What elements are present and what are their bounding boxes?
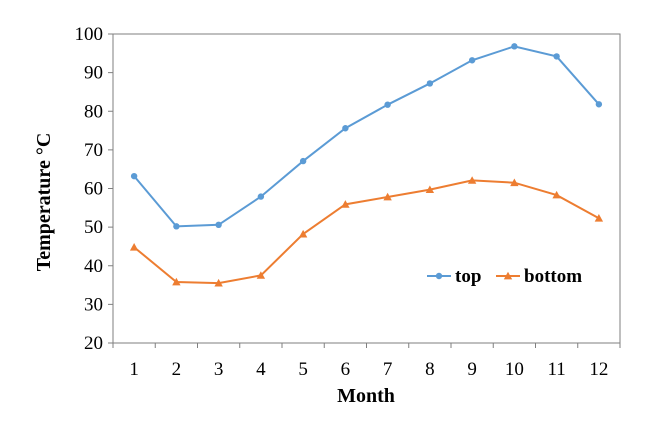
x-tick-label: 9 bbox=[467, 359, 477, 380]
data-point-bottom bbox=[425, 185, 435, 194]
y-tick-label: 20 bbox=[84, 333, 103, 354]
data-point-bottom bbox=[341, 200, 350, 208]
y-tick-label: 80 bbox=[84, 101, 103, 122]
legend-marker-top bbox=[435, 272, 443, 280]
series-line-top bbox=[133, 45, 600, 228]
x-axis: 1 2 3 4 5 6 7 8 9 10 11 12 bbox=[112, 343, 621, 380]
y-tick-label: 60 bbox=[84, 179, 103, 200]
y-tick-label: 70 bbox=[84, 140, 103, 161]
y-tick-label: 100 bbox=[75, 24, 104, 45]
x-tick-label: 10 bbox=[505, 359, 524, 380]
data-point-top bbox=[257, 193, 265, 200]
x-tick-label: 7 bbox=[383, 359, 393, 380]
data-point-top bbox=[426, 80, 434, 87]
data-point-top bbox=[173, 223, 180, 230]
data-point-bottom bbox=[129, 243, 139, 251]
legend: top bottom bbox=[427, 266, 582, 287]
series-line-bottom bbox=[133, 179, 600, 285]
data-point-top bbox=[299, 157, 307, 165]
data-point-top bbox=[130, 172, 138, 180]
x-tick-label: 8 bbox=[425, 359, 435, 380]
data-point-top bbox=[342, 125, 349, 132]
y-axis-title: Temperature °C bbox=[33, 133, 55, 272]
data-point-bottom bbox=[594, 214, 604, 222]
data-point-top bbox=[468, 57, 476, 64]
x-tick-label: 2 bbox=[172, 359, 182, 380]
y-tick-label: 50 bbox=[84, 217, 103, 238]
data-point-top bbox=[511, 43, 518, 50]
data-point-top bbox=[595, 101, 603, 108]
data-point-bottom bbox=[256, 271, 266, 279]
y-tick-label: 90 bbox=[84, 63, 103, 84]
data-point-bottom bbox=[298, 229, 308, 238]
legend-item-bottom: bottom bbox=[496, 266, 582, 287]
x-tick-label: 12 bbox=[589, 359, 608, 380]
legend-marker-bottom bbox=[503, 271, 513, 280]
data-point-bottom bbox=[510, 178, 519, 187]
y-tick-label: 40 bbox=[84, 256, 103, 277]
x-tick-label: 4 bbox=[256, 359, 266, 380]
legend-label-top: top bbox=[455, 266, 481, 287]
data-point-top bbox=[215, 221, 222, 229]
x-tick-label: 1 bbox=[129, 359, 139, 380]
series-top bbox=[130, 43, 603, 230]
data-point-bottom bbox=[172, 277, 181, 286]
x-tick-label: 11 bbox=[547, 359, 565, 380]
y-axis: 20 30 40 50 60 70 80 90 100 bbox=[75, 24, 113, 354]
series-bottom bbox=[129, 176, 604, 287]
data-point-bottom bbox=[214, 278, 223, 287]
series-layer bbox=[129, 43, 604, 287]
data-point-bottom bbox=[383, 192, 392, 201]
data-point-bottom bbox=[552, 190, 561, 199]
data-point-top bbox=[553, 53, 560, 60]
y-tick-label: 30 bbox=[84, 294, 103, 315]
legend-label-bottom: bottom bbox=[524, 266, 582, 287]
data-point-bottom bbox=[467, 176, 477, 184]
plot-frame bbox=[112, 33, 621, 344]
x-tick-label: 6 bbox=[341, 359, 351, 380]
data-point-top bbox=[384, 101, 391, 108]
x-axis-title: Month bbox=[337, 385, 395, 407]
x-tick-label: 3 bbox=[214, 359, 224, 380]
legend-item-top: top bbox=[427, 266, 481, 287]
x-tick-label: 5 bbox=[298, 359, 308, 380]
